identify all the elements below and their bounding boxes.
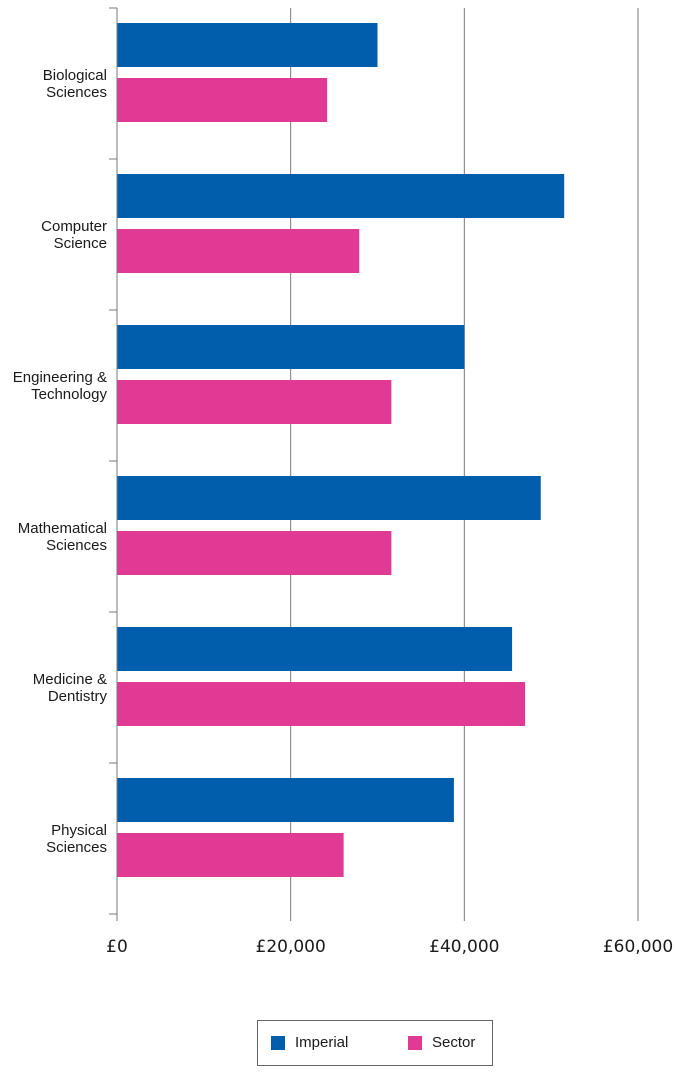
bar-sector xyxy=(117,380,392,424)
bar-sector xyxy=(117,833,344,877)
bar-sector xyxy=(117,229,360,273)
x-tick-labels: £0 £20,000 £40,000 £60,000 xyxy=(106,937,673,957)
bar-imperial xyxy=(117,23,378,67)
category-label-line: Biological xyxy=(43,67,107,84)
legend-label-sector: Sector xyxy=(432,1034,476,1051)
x-tick-label: £20,000 xyxy=(256,937,326,957)
legend-label-imperial: Imperial xyxy=(295,1034,349,1051)
category-label-line: Computer xyxy=(41,218,107,235)
category-label-line: Technology xyxy=(31,386,107,403)
x-tick-label: £40,000 xyxy=(429,937,499,957)
legend-swatch-imperial xyxy=(271,1035,285,1050)
gridlines xyxy=(290,8,639,914)
bar-imperial xyxy=(117,174,565,218)
category-label: Engineering & Technology xyxy=(13,369,108,403)
x-tick-label: £0 xyxy=(106,937,128,957)
legend: Imperial Sector xyxy=(257,1020,493,1066)
bar-imperial xyxy=(117,476,541,520)
bar-imperial xyxy=(117,325,465,369)
category-label: Medicine & Dentistry xyxy=(33,671,108,705)
x-tick-label: £60,000 xyxy=(603,937,673,957)
category-label: Computer Science xyxy=(41,218,107,252)
category-label: Mathematical Sciences xyxy=(18,520,107,554)
category-label-line: Engineering & xyxy=(13,369,107,386)
category-label: Biological Sciences xyxy=(43,67,107,101)
category-label-line: Mathematical xyxy=(18,520,107,537)
legend-swatch-sector xyxy=(408,1035,422,1050)
category-label-line: Medicine & xyxy=(33,671,107,688)
category-label-line: Physical xyxy=(51,822,107,839)
category-label-line: Sciences xyxy=(46,84,107,101)
bar-sector xyxy=(117,531,392,575)
bar-imperial xyxy=(117,778,454,822)
legend-item-imperial: Imperial xyxy=(271,1034,348,1051)
category-label: Physical Sciences xyxy=(46,822,107,856)
axes xyxy=(109,7,639,921)
bars xyxy=(117,23,565,877)
legend-item-sector: Sector xyxy=(408,1034,475,1051)
category-label-line: Sciences xyxy=(46,537,107,554)
category-label-line: Sciences xyxy=(46,839,107,856)
bar-imperial xyxy=(117,627,513,671)
category-label-line: Dentistry xyxy=(48,688,108,705)
category-label-line: Science xyxy=(54,235,107,252)
bar-sector xyxy=(117,78,328,122)
bar-sector xyxy=(117,682,526,726)
